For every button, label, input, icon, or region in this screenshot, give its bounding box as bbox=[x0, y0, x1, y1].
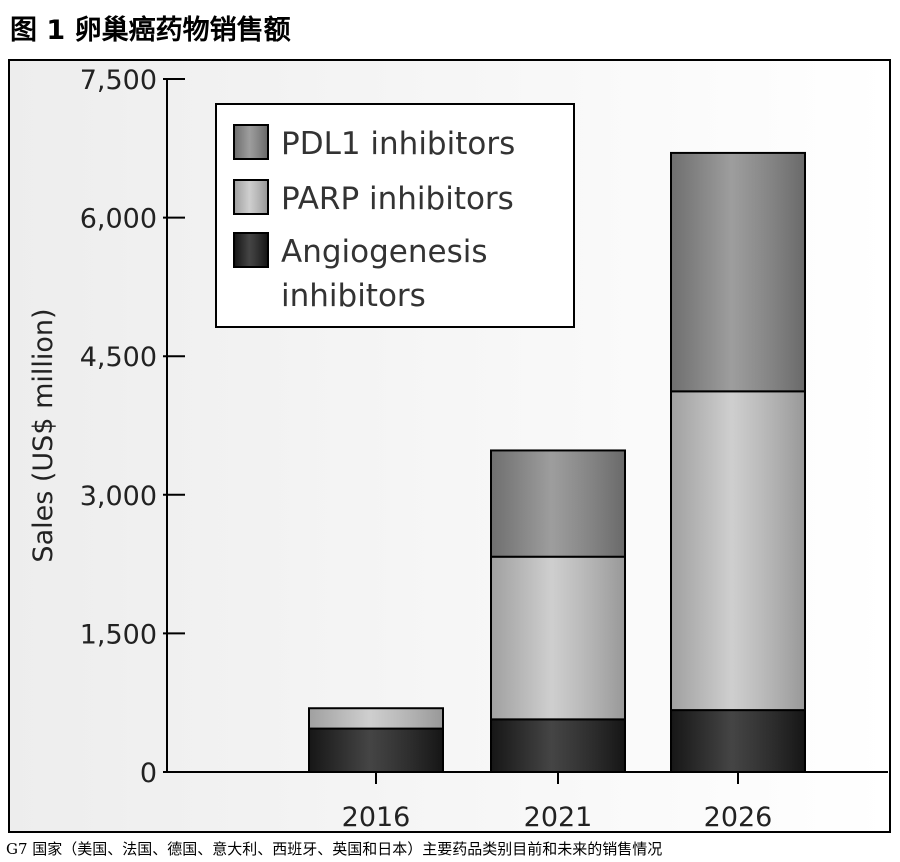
legend-label: PDL1 inhibitors bbox=[281, 126, 515, 162]
figure-title: 图 1 卵巢癌药物销售额 bbox=[10, 15, 291, 46]
bar-segment-shade bbox=[672, 153, 804, 391]
figure-caption: G7 国家（美国、法国、德国、意大利、西班牙、英国和日本）主要药品类别目前和未来… bbox=[6, 840, 663, 858]
legend-box bbox=[215, 103, 575, 328]
y-tick-label: 7,500 bbox=[80, 65, 157, 96]
bar-segment-shade bbox=[492, 451, 624, 556]
y-tick-label: 6,000 bbox=[80, 204, 157, 235]
x-tick-label: 2021 bbox=[524, 802, 593, 833]
bar-segment-shade bbox=[672, 711, 804, 771]
legend-swatch-shade bbox=[235, 126, 267, 158]
x-tick-label: 2016 bbox=[342, 802, 411, 833]
legend-label: PARP inhibitors bbox=[281, 181, 514, 217]
y-axis-label: Sales (US$ million) bbox=[28, 308, 59, 562]
bar-segment-shade bbox=[672, 392, 804, 710]
legend-label: Angiogenesis bbox=[281, 234, 488, 270]
legend-label: inhibitors bbox=[281, 278, 426, 314]
bar-segment-shade bbox=[492, 720, 624, 771]
bar-segment-shade bbox=[310, 729, 442, 771]
legend-swatch-shade bbox=[235, 181, 267, 213]
bar-segment-shade bbox=[492, 557, 624, 719]
sales-chart: 0 1,500 3,000 4,500 6,000 7,500 Sales (US$ mil… bbox=[8, 59, 891, 833]
y-tick-label: 1,500 bbox=[80, 619, 157, 650]
bar-segment-shade bbox=[310, 709, 442, 728]
y-tick-label: 0 bbox=[140, 758, 157, 789]
y-tick-label: 3,000 bbox=[80, 481, 157, 512]
legend-swatch-shade bbox=[235, 234, 267, 266]
x-tick-label: 2026 bbox=[704, 802, 773, 833]
y-tick-label: 4,500 bbox=[80, 342, 157, 373]
